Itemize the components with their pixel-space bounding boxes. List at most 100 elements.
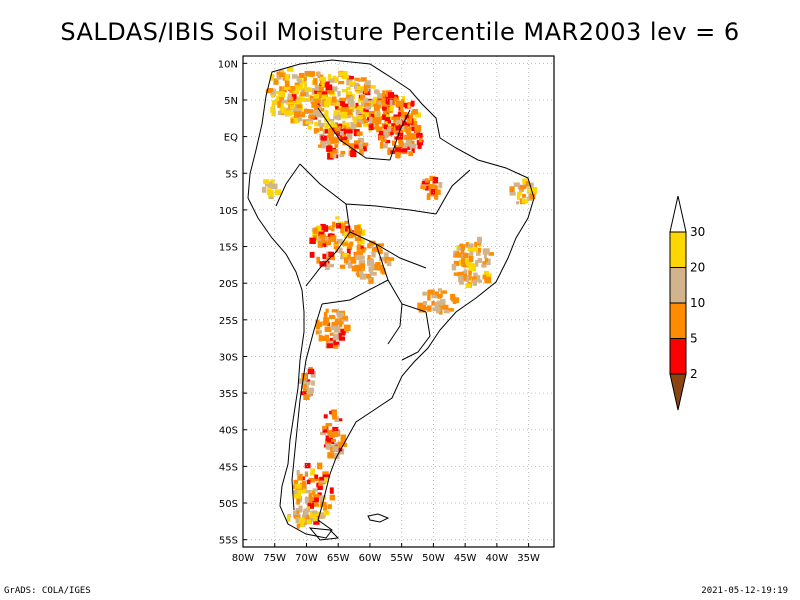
percentile-cell — [468, 256, 474, 262]
percentile-cell — [410, 115, 414, 120]
percentile-cell — [334, 154, 339, 159]
percentile-cell — [346, 86, 351, 91]
percentile-cell — [284, 80, 290, 87]
percentile-cell — [440, 290, 448, 294]
percentile-cell — [305, 490, 311, 494]
percentile-cell — [337, 330, 342, 336]
percentile-cell — [337, 312, 345, 318]
percentile-cell — [304, 496, 309, 504]
percentile-cell — [467, 247, 474, 252]
percentile-cell — [311, 88, 316, 95]
percentile-cell — [305, 121, 312, 125]
percentile-cell — [395, 151, 401, 159]
percentile-cell — [459, 244, 466, 251]
percentile-cell — [522, 194, 526, 198]
percentile-cell — [357, 109, 365, 116]
percentile-cell — [312, 510, 318, 514]
percentile-cell — [354, 144, 359, 149]
percentile-cell — [529, 193, 536, 200]
percentile-cell — [406, 131, 412, 137]
percentile-cell — [458, 275, 464, 283]
percentile-cell — [265, 89, 272, 94]
percentile-cell — [326, 255, 332, 260]
percentile-cell — [319, 125, 323, 131]
percentile-cell — [383, 124, 388, 130]
percentile-cell — [364, 102, 371, 108]
percentile-cell — [384, 117, 391, 122]
percentile-cell — [357, 137, 364, 143]
percentile-cell — [344, 220, 348, 225]
percentile-cell — [296, 469, 300, 476]
percentile-cell — [307, 126, 312, 130]
percentile-cell — [346, 122, 350, 129]
percentile-cell — [361, 119, 369, 124]
percentile-cell — [350, 125, 357, 131]
percentile-cell — [343, 324, 351, 332]
percentile-cell — [383, 252, 389, 259]
percentile-cell — [337, 126, 342, 133]
percentile-cell — [317, 119, 322, 126]
percentile-cell — [377, 116, 383, 121]
percentile-cell — [295, 486, 299, 492]
percentile-cell — [355, 228, 362, 235]
percentile-cell — [417, 302, 425, 309]
tierra-del-fuego-outline — [308, 527, 340, 541]
percentile-cell — [334, 326, 341, 333]
percentile-cell — [321, 93, 328, 100]
percentile-cell — [293, 510, 297, 518]
percentile-cell — [327, 239, 331, 244]
percentile-cell — [279, 86, 283, 92]
percentile-cell — [363, 123, 370, 127]
percentile-cell — [356, 245, 361, 251]
percentile-cell — [325, 84, 331, 92]
percentile-cell — [303, 82, 308, 89]
percentile-cell — [277, 101, 281, 108]
percentile-cell — [359, 94, 366, 101]
country-borders — [275, 107, 471, 511]
percentile-cell — [530, 187, 538, 194]
percentile-cell — [357, 115, 363, 120]
percentile-cell — [365, 112, 369, 118]
percentile-cell — [343, 125, 349, 131]
percentile-cell — [311, 380, 315, 386]
percentile-cell — [342, 71, 348, 76]
percentile-cell — [344, 232, 350, 239]
percentile-cell — [436, 306, 441, 313]
percentile-cell — [333, 442, 338, 447]
percentile-cell — [347, 257, 353, 262]
percentile-cell — [405, 127, 411, 134]
percentile-cell — [330, 235, 337, 243]
percentile-cell — [378, 131, 384, 137]
percentile-cell — [308, 393, 312, 398]
percentile-cell — [338, 80, 345, 85]
percentile-cell — [325, 444, 330, 450]
percentile-cell — [386, 121, 390, 127]
percentile-cell — [519, 188, 523, 193]
colorbar-top-triangle — [669, 195, 687, 233]
percentile-cell — [297, 489, 304, 494]
percentile-cell — [411, 147, 415, 153]
percentile-cell — [327, 430, 333, 435]
percentile-cell — [427, 294, 431, 301]
percentile-cell — [327, 90, 334, 94]
percentile-cell — [319, 261, 327, 267]
percentile-cell — [420, 185, 427, 189]
percentile-cell — [351, 265, 357, 272]
percentile-cell — [330, 225, 334, 230]
percentile-cell — [334, 99, 340, 104]
percentile-cell — [326, 145, 333, 152]
percentile-cell — [338, 332, 342, 339]
percentile-cell — [519, 185, 526, 190]
percentile-cell — [334, 144, 339, 148]
percentile-cell — [317, 91, 322, 99]
percentile-cell — [462, 275, 467, 282]
percentile-cell — [439, 310, 443, 315]
percentile-cell — [317, 240, 323, 248]
percentile-cell — [477, 258, 483, 263]
percentile-cell — [318, 480, 322, 488]
percentile-cell — [395, 125, 403, 131]
percentile-cell — [300, 520, 304, 528]
percentile-cell — [368, 266, 373, 272]
percentile-cell — [382, 90, 386, 98]
colorbar-segment — [669, 302, 687, 339]
